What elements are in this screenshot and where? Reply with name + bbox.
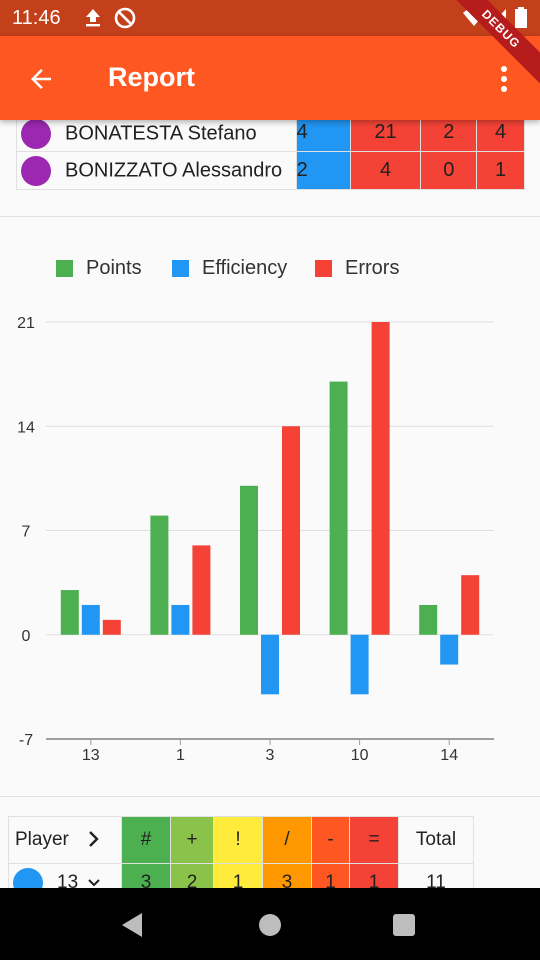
bar-errors-14 bbox=[461, 575, 480, 635]
bar-efficiency-3 bbox=[261, 634, 279, 695]
bar-errors-3 bbox=[282, 426, 300, 635]
stat-cell: 1 bbox=[476, 151, 525, 190]
divider bbox=[0, 796, 540, 797]
x-tick-label: 14 bbox=[440, 747, 458, 764]
skill-column-header: / bbox=[262, 816, 312, 864]
bar-points-13 bbox=[60, 590, 79, 635]
legend-swatch bbox=[315, 260, 332, 277]
bar-efficiency-14 bbox=[440, 634, 459, 665]
chevron-down-icon[interactable] bbox=[88, 878, 100, 888]
bar-efficiency-13 bbox=[81, 604, 100, 635]
x-tick-label: 3 bbox=[266, 747, 275, 764]
x-tick-label: 13 bbox=[82, 747, 100, 764]
y-tick-label: 7 bbox=[22, 524, 31, 541]
table-row[interactable]: BONIZZATO Alessandro 2 4 0 1 bbox=[16, 151, 525, 190]
player-stats-table: BONATESTA Stefano 4 21 2 4 BONIZZATO Alessand… bbox=[16, 112, 525, 190]
legend-swatch bbox=[56, 260, 73, 277]
legend-label: Errors bbox=[345, 257, 400, 279]
player-header-label: Player bbox=[15, 829, 69, 850]
legend-label: Points bbox=[86, 257, 142, 279]
x-tick-label: 10 bbox=[351, 747, 369, 764]
legend-swatch bbox=[172, 260, 189, 277]
bar-points-10 bbox=[329, 381, 348, 635]
chevron-right-icon bbox=[89, 831, 99, 847]
y-tick-label: 0 bbox=[22, 628, 31, 645]
skill-column-header: ! bbox=[213, 816, 263, 864]
bar-points-3 bbox=[240, 485, 258, 635]
stat-cell: 4 bbox=[349, 151, 422, 190]
total-column-header: Total bbox=[398, 816, 474, 864]
home-circle-icon[interactable] bbox=[258, 913, 282, 937]
x-tick-label: 1 bbox=[176, 747, 185, 764]
divider bbox=[0, 216, 540, 217]
y-tick-label: -7 bbox=[19, 732, 33, 749]
bar-points-14 bbox=[419, 604, 438, 635]
avatar bbox=[21, 155, 51, 186]
app-bar: Report bbox=[0, 36, 540, 120]
arrow-back-icon[interactable] bbox=[26, 64, 56, 94]
player-name: BONIZZATO Alessandro bbox=[65, 159, 283, 181]
back-triangle-icon[interactable] bbox=[120, 912, 144, 938]
bar-efficiency-10 bbox=[350, 634, 369, 695]
system-nav-bar bbox=[0, 888, 540, 960]
player-number: 13 bbox=[57, 872, 79, 893]
player-name: BONATESTA Stefano bbox=[65, 122, 257, 145]
y-tick-label: 21 bbox=[17, 315, 35, 332]
skill-column-header: = bbox=[349, 816, 399, 864]
upload-icon bbox=[86, 9, 100, 27]
legend-label: Efficiency bbox=[202, 257, 288, 279]
skill-column-header: - bbox=[311, 816, 350, 864]
bar-errors-1 bbox=[192, 545, 211, 635]
page-title: Report bbox=[108, 62, 195, 92]
stat-cell: 0 bbox=[420, 151, 478, 190]
status-bar: 11:46 bbox=[0, 0, 540, 36]
player-column-header[interactable]: Player bbox=[8, 816, 122, 864]
stat-cell: 2 bbox=[295, 151, 351, 190]
more-vert-icon[interactable] bbox=[494, 64, 514, 94]
do-not-disturb-icon bbox=[114, 7, 136, 29]
status-time: 11:46 bbox=[12, 7, 61, 29]
recents-square-icon[interactable] bbox=[393, 914, 415, 936]
y-tick-label: 14 bbox=[17, 419, 35, 436]
battery-icon bbox=[515, 7, 527, 28]
bar-points-1 bbox=[150, 515, 169, 635]
bar-errors-13 bbox=[102, 619, 121, 635]
bar-errors-10 bbox=[371, 322, 390, 635]
skill-column-header: + bbox=[170, 816, 214, 864]
bar-efficiency-1 bbox=[171, 604, 190, 635]
skill-column-header: # bbox=[121, 816, 171, 864]
avatar bbox=[21, 119, 51, 149]
